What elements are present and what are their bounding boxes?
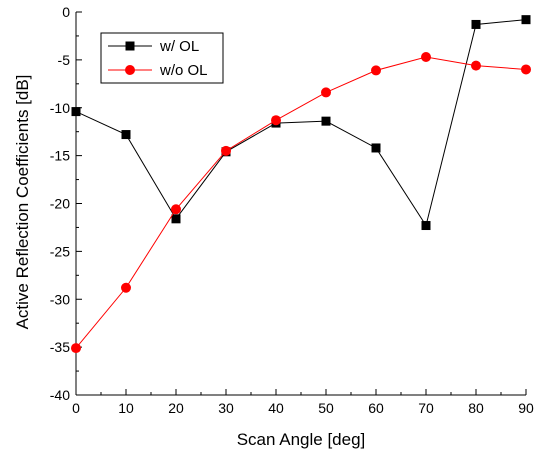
y-tick-label: -35 (50, 339, 70, 355)
data-point (471, 19, 481, 29)
y-tick-label: -25 (50, 243, 70, 259)
data-point (471, 60, 481, 71)
tick-marks (75, 11, 527, 396)
data-point (71, 107, 81, 117)
y-tick-label: -40 (50, 387, 70, 403)
y-tick-label: -30 (50, 291, 70, 307)
legend-items: w/ OL w/o OL (108, 38, 208, 79)
x-tick-label: 80 (468, 400, 484, 416)
y-tick-label: 0 (62, 4, 70, 20)
legend-item: w/o OL (108, 62, 208, 79)
legend-item: w/ OL (108, 38, 199, 55)
data-point (371, 65, 381, 76)
data-point (421, 52, 431, 63)
y-tick-label: -5 (58, 52, 71, 68)
data-point (371, 143, 381, 153)
series-line (75, 19, 527, 227)
y-tick-label: -20 (50, 196, 70, 212)
legend: w/ OL w/o OL (100, 32, 224, 84)
data-point (121, 282, 131, 293)
square-marker-icon (125, 41, 135, 51)
data-point (171, 204, 181, 215)
x-tick-label: 60 (368, 400, 384, 416)
data-point (121, 130, 131, 140)
x-tick-label: 50 (318, 400, 334, 416)
data-point (71, 343, 81, 354)
series-layer (71, 15, 531, 354)
series-1 (71, 52, 531, 354)
y-axis-title: Active Reflection Coefficients [dB] (13, 75, 32, 330)
x-axis-title: Scan Angle [deg] (237, 430, 366, 449)
x-tick-label: 20 (168, 400, 184, 416)
legend-box (100, 32, 224, 84)
x-tick-label: 0 (72, 400, 80, 416)
data-point (321, 87, 331, 98)
x-tick-label: 40 (268, 400, 284, 416)
y-tick-label: -10 (50, 100, 70, 116)
data-point (171, 214, 181, 224)
x-tick-label: 30 (218, 400, 234, 416)
y-tick-label: -15 (50, 148, 70, 164)
circle-marker-icon (125, 65, 135, 75)
data-point (421, 221, 431, 231)
x-tick-label: 70 (418, 400, 434, 416)
data-point (271, 115, 281, 126)
data-point (521, 64, 531, 75)
x-tick-label: 90 (518, 400, 534, 416)
data-point (221, 145, 231, 156)
data-point (521, 15, 531, 25)
legend-label: w/ OL (159, 38, 199, 55)
x-tick-label: 10 (118, 400, 134, 416)
legend-label: w/o OL (159, 62, 208, 79)
tick-labels: 0 10 20 30 40 50 60 70 80 90 0 -5 -10 -15 -20 -25 -30 -35… (50, 4, 534, 416)
data-point (321, 116, 331, 126)
series-line (75, 56, 527, 349)
